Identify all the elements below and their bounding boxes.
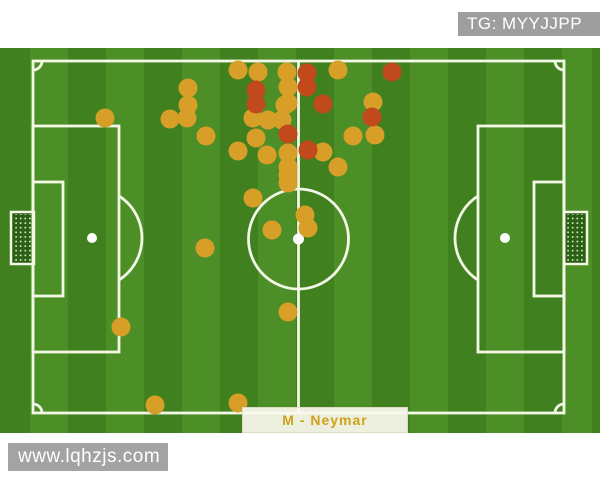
touch-dot [178, 78, 198, 98]
touch-dot [243, 188, 263, 208]
touch-dot [228, 141, 248, 161]
touch-dot [328, 157, 348, 177]
touch-dot [228, 60, 248, 80]
touch-dot [343, 126, 363, 146]
touch-dot [278, 302, 298, 322]
website-watermark-badge: www.lqhzjs.com [8, 443, 168, 471]
player-name-text: M - Neymar [282, 412, 368, 428]
right-goal-net [562, 210, 589, 266]
touch-dot [298, 140, 318, 160]
touch-dot [145, 395, 165, 415]
touch-dot [278, 77, 298, 97]
touch-dot [365, 125, 385, 145]
touch-dot [297, 63, 317, 83]
penalty-arcs [119, 194, 478, 282]
telegram-watermark-text: TG: MYYJJPP [467, 14, 583, 33]
website-watermark-text: www.lqhzjs.com [18, 446, 161, 467]
touch-dot [278, 93, 298, 113]
touch-dot [195, 238, 215, 258]
left-goal-net [9, 210, 36, 266]
touch-dot [313, 94, 333, 114]
touch-dot [363, 92, 383, 112]
touch-dot [111, 317, 131, 337]
player-label-box: M - Neymar [242, 407, 408, 433]
telegram-watermark-badge: TG: MYYJJPP [458, 12, 600, 36]
touch-dot [328, 60, 348, 80]
right-penalty-spot [500, 233, 510, 243]
touch-dot [382, 62, 402, 82]
touch-dot [160, 109, 180, 129]
touch-dot [262, 220, 282, 240]
touch-dot [246, 94, 266, 114]
touch-dot [257, 145, 277, 165]
touch-dot [298, 218, 318, 238]
touch-dot [278, 173, 298, 193]
touch-dot [297, 77, 317, 97]
touch-dot [196, 126, 216, 146]
touch-dot [362, 107, 382, 127]
touch-dot [258, 110, 278, 130]
touch-dot [248, 62, 268, 82]
left-penalty-spot [87, 233, 97, 243]
touch-dot [246, 128, 266, 148]
touch-dot [278, 124, 298, 144]
touch-dot [95, 108, 115, 128]
center-spot [293, 233, 304, 245]
touch-dot [313, 142, 333, 162]
touch-dot [246, 80, 266, 100]
pitch-spots [87, 233, 510, 245]
touch-dot [278, 143, 298, 163]
touch-dot [277, 62, 297, 82]
touch-dot [177, 108, 197, 128]
